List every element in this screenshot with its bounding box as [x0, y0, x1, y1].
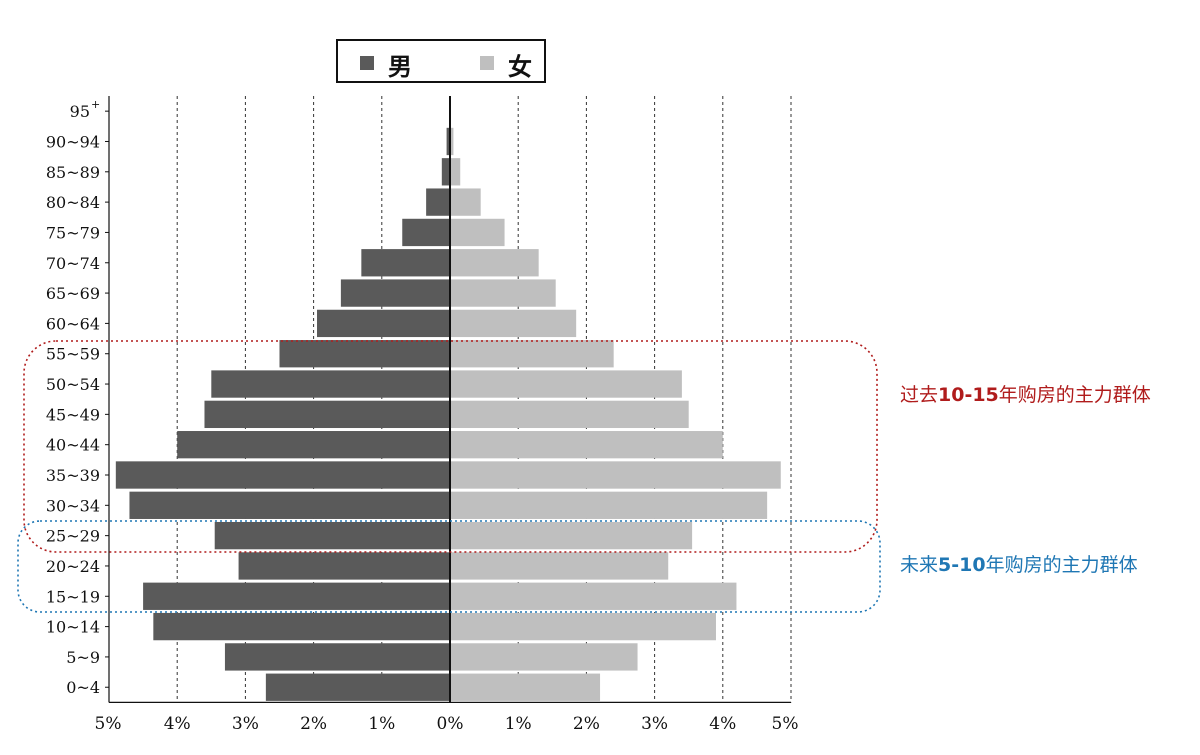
- y-tick-label: 90~94: [46, 132, 100, 151]
- x-tick-label: 4%: [709, 714, 736, 734]
- x-tick-label: 3%: [232, 714, 259, 734]
- y-tick-label-superscript: +: [91, 98, 100, 111]
- x-tick-labels: 5% 4% 3% 2% 1% 0% 1% 2% 3% 4% 5%: [95, 714, 799, 734]
- bar-male: [143, 582, 450, 610]
- bar-female: [450, 249, 539, 277]
- bar-male: [265, 673, 450, 701]
- bar-male: [238, 552, 450, 580]
- bar-female: [450, 521, 693, 550]
- bar-female: [450, 400, 689, 429]
- past-buyers-annotation: 过去10-15年购房的主力群体: [900, 380, 1151, 407]
- bar-female: [450, 491, 768, 519]
- bar-female: [450, 431, 723, 459]
- x-tick-label: 5%: [772, 714, 799, 734]
- bars: [115, 97, 781, 701]
- bar-male: [361, 249, 450, 277]
- bar-female: [450, 552, 669, 580]
- bar-male: [177, 431, 450, 459]
- bar-male: [402, 218, 450, 247]
- y-tick-label: 60~64: [46, 314, 100, 333]
- y-tick-label: 35~39: [46, 466, 100, 485]
- x-tick-label: 1%: [368, 714, 395, 734]
- future-buyers-highlight-box: [17, 520, 881, 613]
- past-buyers-highlight-box: [23, 340, 878, 553]
- y-tick-label: 50~54: [46, 375, 100, 394]
- bar-male: [317, 309, 450, 338]
- legend-female-label: 女: [508, 52, 532, 81]
- bar-male: [211, 370, 450, 398]
- x-tick-label: 2%: [573, 714, 600, 734]
- legend-male-label: 男: [388, 52, 412, 81]
- legend-male-swatch: [360, 56, 374, 70]
- legend-female-swatch: [480, 56, 494, 70]
- bar-male: [204, 400, 450, 429]
- past-annotation-highlight: 10-15: [938, 384, 999, 406]
- past-annotation-suffix: 年购房的主力群体: [998, 384, 1151, 406]
- y-tick-label: 15~19: [46, 587, 100, 606]
- y-tick-label: 25~29: [46, 527, 100, 546]
- bar-male: [426, 188, 450, 216]
- y-tick-label: 80~84: [46, 193, 100, 212]
- bar-male: [153, 612, 450, 641]
- bar-female: [450, 340, 614, 368]
- x-tick-label: 4%: [164, 714, 191, 734]
- bar-female: [450, 370, 682, 398]
- y-tick-label: 45~49: [46, 405, 100, 424]
- y-tick-label: 0~4: [66, 678, 100, 697]
- x-tick-label: 3%: [641, 714, 668, 734]
- y-tick-labels: 0~4 5~9 10~14 15~19 20~24 25~29 30~34 35~39 40~4…: [46, 98, 100, 697]
- bar-female: [450, 612, 716, 641]
- bar-female: [450, 158, 461, 186]
- y-tick-label: 55~59: [46, 345, 100, 364]
- bar-female: [450, 309, 577, 338]
- y-tick-label: 40~44: [46, 436, 100, 455]
- bar-male: [446, 127, 450, 156]
- bar-female: [450, 673, 601, 701]
- bar-female: [450, 643, 638, 671]
- bar-male: [340, 279, 450, 307]
- past-annotation-prefix: 过去: [900, 384, 939, 406]
- y-tick-label: 70~74: [46, 254, 100, 273]
- bar-male: [115, 461, 450, 489]
- bar-male: [224, 643, 450, 671]
- y-tick-label: 75~79: [46, 223, 100, 242]
- x-tick-label: 5%: [95, 714, 122, 734]
- bar-male: [129, 491, 450, 519]
- y-tick-label: 5~9: [66, 648, 100, 667]
- bar-male: [279, 340, 450, 368]
- bar-female: [450, 279, 556, 307]
- y-tick-label: 30~34: [46, 496, 100, 515]
- y-tick-label: 10~14: [46, 618, 100, 637]
- bar-female: [450, 218, 505, 247]
- future-annotation-prefix: 未来: [900, 554, 939, 576]
- y-tick-label: 65~69: [46, 284, 100, 303]
- future-annotation-suffix: 年购房的主力群体: [985, 554, 1138, 576]
- axes: [105, 96, 791, 704]
- bar-female: [450, 582, 737, 610]
- future-buyers-annotation: 未来5-10年购房的主力群体: [900, 550, 1138, 577]
- bar-male: [441, 158, 450, 186]
- bar-female: [450, 127, 454, 156]
- bar-female: [450, 461, 781, 489]
- bar-male: [214, 521, 450, 550]
- legend: 男 女: [336, 39, 546, 83]
- x-tick-label: 1%: [505, 714, 532, 734]
- future-annotation-highlight: 5-10: [938, 554, 986, 576]
- y-tick-label: 85~89: [46, 163, 100, 182]
- y-tick-label: 95: [70, 102, 90, 121]
- y-tick-label: 20~24: [46, 557, 100, 576]
- x-tick-label: 2%: [300, 714, 327, 734]
- bar-female: [450, 188, 481, 216]
- x-tick-label: 0%: [437, 714, 464, 734]
